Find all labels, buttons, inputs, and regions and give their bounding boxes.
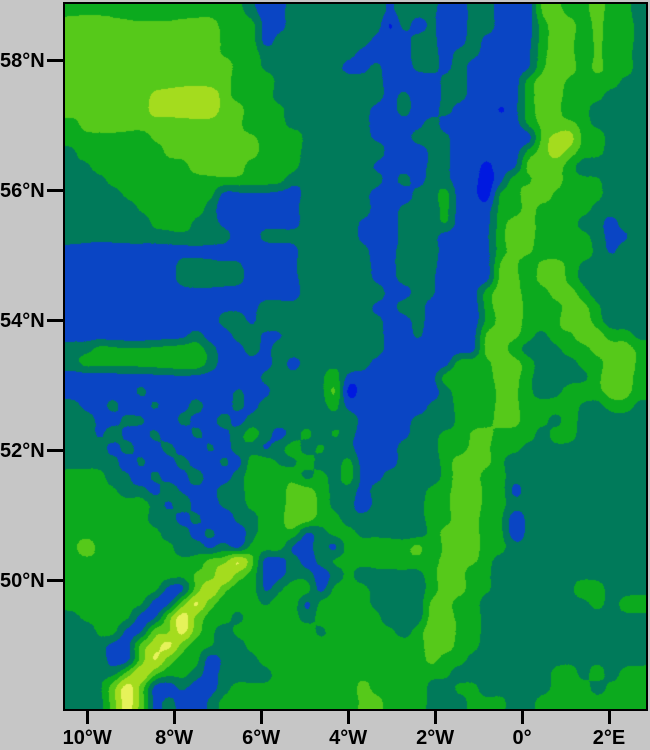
x-tick <box>433 711 437 724</box>
plot-area <box>63 2 648 711</box>
x-tick-label: 2°W <box>416 727 455 749</box>
x-tick-label: 10°W <box>62 727 112 749</box>
x-tick <box>346 711 350 724</box>
y-tick-label: 56°N <box>0 179 45 202</box>
y-tick-label: 50°N <box>0 569 45 592</box>
x-tick <box>607 711 611 724</box>
x-tick <box>259 711 263 724</box>
y-tick <box>47 319 63 323</box>
x-tick <box>172 711 176 724</box>
y-tick-label: 52°N <box>0 439 45 462</box>
y-tick <box>47 189 63 193</box>
x-tick <box>520 711 524 724</box>
contour-map <box>65 4 646 709</box>
x-tick-label: 4°W <box>329 727 368 749</box>
y-tick <box>47 449 63 453</box>
y-tick <box>47 59 63 63</box>
y-tick-label: 58°N <box>0 49 45 72</box>
x-tick-label: 8°W <box>155 727 194 749</box>
y-tick <box>47 579 63 583</box>
x-tick-label: 0° <box>512 727 532 749</box>
x-tick-label: 6°W <box>242 727 281 749</box>
x-tick <box>85 711 89 724</box>
x-tick-label: 2°E <box>592 727 626 749</box>
y-tick-label: 54°N <box>0 309 45 332</box>
